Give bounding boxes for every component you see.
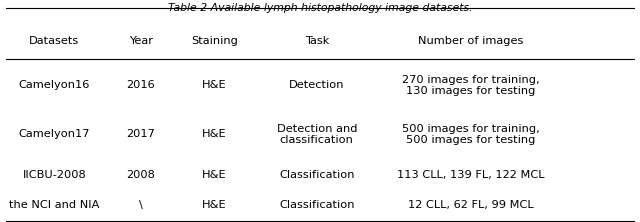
Text: 113 CLL, 139 FL, 122 MCL: 113 CLL, 139 FL, 122 MCL (397, 170, 544, 180)
Text: Detection: Detection (289, 80, 344, 91)
Text: Task: Task (305, 36, 329, 46)
Text: H&E: H&E (202, 170, 227, 180)
Text: Detection and
classification: Detection and classification (276, 123, 357, 145)
Text: 2008: 2008 (126, 170, 156, 180)
Text: 500 images for training,
500 images for testing: 500 images for training, 500 images for … (401, 123, 540, 145)
Text: 2016: 2016 (127, 80, 155, 91)
Text: 2017: 2017 (126, 129, 156, 139)
Text: Classification: Classification (279, 170, 355, 180)
Text: \: \ (139, 200, 143, 210)
Text: H&E: H&E (202, 129, 227, 139)
Text: Staining: Staining (191, 36, 238, 46)
Text: Year: Year (129, 36, 153, 46)
Text: IICBU-2008: IICBU-2008 (22, 170, 86, 180)
Text: Table 2 Available lymph histopathology image datasets.: Table 2 Available lymph histopathology i… (168, 3, 472, 13)
Text: 12 CLL, 62 FL, 99 MCL: 12 CLL, 62 FL, 99 MCL (408, 200, 533, 210)
Text: the NCI and NIA: the NCI and NIA (9, 200, 100, 210)
Text: Number of images: Number of images (418, 36, 523, 46)
Text: 270 images for training,
130 images for testing: 270 images for training, 130 images for … (401, 75, 540, 96)
Text: Classification: Classification (279, 200, 355, 210)
Text: Camelyon17: Camelyon17 (19, 129, 90, 139)
Text: H&E: H&E (202, 80, 227, 91)
Text: Datasets: Datasets (29, 36, 79, 46)
Text: H&E: H&E (202, 200, 227, 210)
Text: Camelyon16: Camelyon16 (19, 80, 90, 91)
